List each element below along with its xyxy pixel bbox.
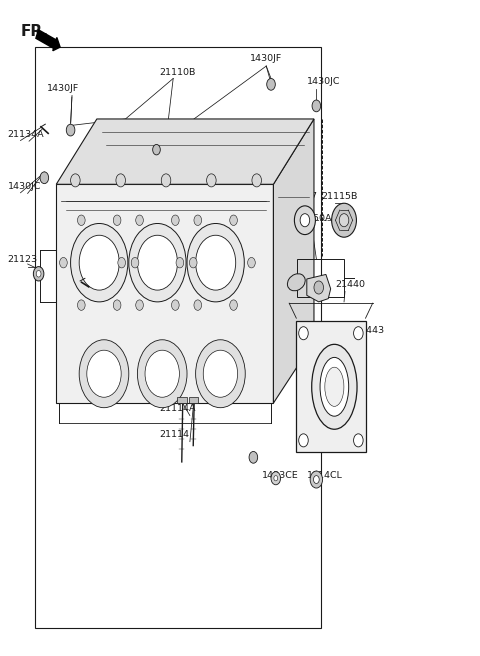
Circle shape (332, 203, 357, 237)
Text: 21162A: 21162A (63, 275, 100, 283)
Circle shape (299, 327, 308, 340)
Circle shape (77, 215, 85, 226)
Circle shape (176, 257, 184, 268)
Circle shape (194, 215, 202, 226)
Text: 21134A: 21134A (8, 130, 44, 138)
FancyArrow shape (36, 30, 60, 51)
Circle shape (79, 236, 119, 290)
Text: 1430JF: 1430JF (47, 84, 79, 93)
Circle shape (196, 340, 245, 407)
Text: FR.: FR. (21, 24, 48, 39)
Circle shape (71, 224, 128, 302)
Circle shape (77, 300, 85, 310)
Circle shape (271, 472, 281, 485)
Circle shape (66, 124, 75, 136)
Circle shape (71, 174, 80, 187)
Circle shape (299, 434, 308, 447)
Circle shape (153, 144, 160, 155)
Ellipse shape (320, 358, 348, 416)
Circle shape (196, 236, 236, 290)
Circle shape (249, 451, 258, 463)
Circle shape (118, 257, 125, 268)
Circle shape (190, 257, 197, 268)
Text: 1430JC: 1430JC (8, 182, 41, 191)
Circle shape (131, 257, 139, 268)
Circle shape (203, 350, 238, 398)
Circle shape (145, 350, 180, 398)
Ellipse shape (312, 344, 357, 429)
Circle shape (310, 471, 323, 488)
Circle shape (354, 327, 363, 340)
Text: 21115B: 21115B (321, 192, 358, 201)
Circle shape (339, 214, 349, 227)
Circle shape (136, 215, 144, 226)
Text: 21110B: 21110B (159, 68, 195, 77)
Circle shape (248, 257, 255, 268)
Bar (190, 398, 198, 403)
Text: 1571TC: 1571TC (128, 146, 164, 155)
Circle shape (36, 270, 41, 277)
Circle shape (60, 257, 67, 268)
Polygon shape (307, 274, 331, 302)
Text: 21114A: 21114A (159, 404, 195, 413)
Text: 1430JF: 1430JF (250, 54, 282, 64)
Text: 21114: 21114 (159, 430, 189, 439)
Circle shape (354, 434, 363, 447)
Text: 1430JC: 1430JC (254, 358, 288, 367)
Circle shape (274, 476, 278, 481)
Text: 21123: 21123 (8, 255, 38, 264)
Text: 21443: 21443 (355, 325, 384, 335)
Circle shape (113, 300, 121, 310)
Circle shape (313, 476, 319, 483)
Circle shape (116, 174, 125, 187)
Bar (35, 47, 321, 628)
Circle shape (171, 300, 179, 310)
Ellipse shape (288, 274, 305, 291)
Circle shape (230, 300, 238, 310)
Circle shape (137, 340, 187, 407)
Ellipse shape (325, 367, 344, 406)
Polygon shape (56, 184, 274, 403)
Polygon shape (274, 119, 314, 403)
Text: 1433CE: 1433CE (262, 470, 298, 480)
Circle shape (206, 174, 216, 187)
Circle shape (129, 224, 186, 302)
Circle shape (312, 100, 321, 112)
Circle shape (137, 236, 178, 290)
Circle shape (113, 215, 121, 226)
Circle shape (267, 79, 276, 91)
Text: 1014CL: 1014CL (307, 470, 343, 480)
Circle shape (171, 215, 179, 226)
Circle shape (300, 214, 310, 227)
Circle shape (187, 224, 244, 302)
Circle shape (294, 206, 315, 235)
Circle shape (87, 350, 121, 398)
Text: 21150A: 21150A (295, 215, 331, 224)
Bar (178, 397, 187, 403)
Circle shape (314, 281, 324, 294)
Circle shape (136, 300, 144, 310)
Circle shape (252, 174, 262, 187)
Polygon shape (56, 119, 314, 184)
Circle shape (40, 172, 48, 184)
Circle shape (194, 300, 202, 310)
Circle shape (34, 266, 44, 281)
Circle shape (230, 215, 238, 226)
Circle shape (79, 340, 129, 407)
Bar (297, 258, 344, 297)
Circle shape (161, 174, 171, 187)
Text: 1430JC: 1430JC (307, 77, 340, 87)
Text: 21117: 21117 (288, 192, 318, 201)
Text: 21440: 21440 (336, 280, 365, 289)
Text: 21152: 21152 (278, 244, 308, 253)
Bar (296, 321, 365, 452)
